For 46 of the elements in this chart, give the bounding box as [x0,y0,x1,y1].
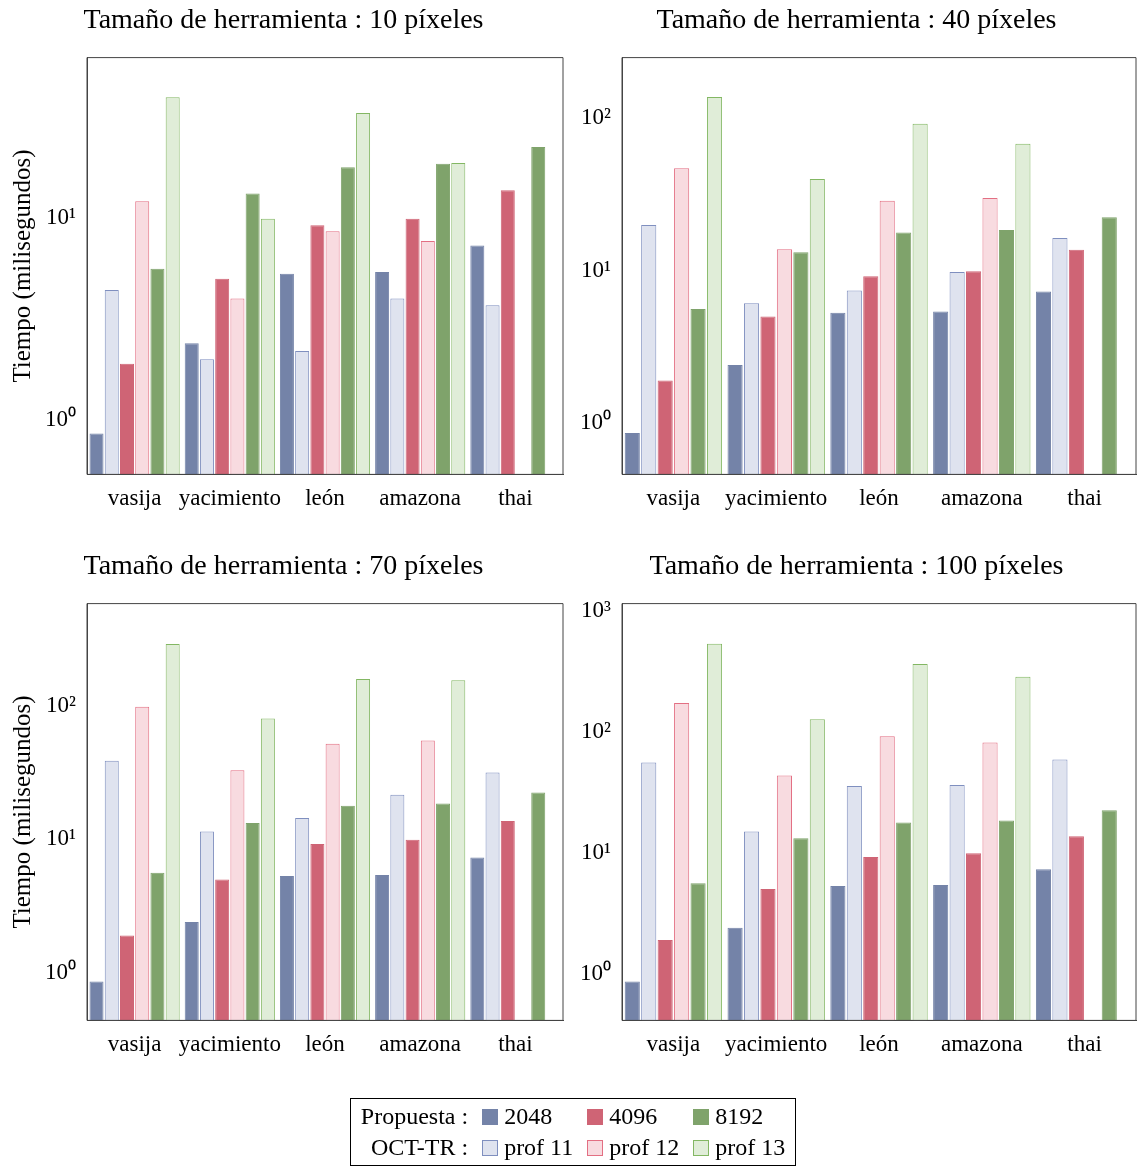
y-tick-label: 10¹ [581,838,612,864]
x-tick-label: amazona [379,485,462,511]
x-tick-label: vasija [107,1031,162,1057]
x-tick-label: león [305,485,346,511]
x-tick-label: león [859,1031,900,1057]
y-tick-label: 10⁰ [45,958,76,984]
x-tick-label: león [305,1031,346,1057]
y-tick-label: 10² [581,717,612,743]
chart-title: Tamaño de herramienta : 10 píxeles [83,3,484,35]
x-tick-label: amazona [940,485,1023,511]
x-tick-label: yacimiento [178,1031,281,1057]
y-tick-label: 10⁰ [580,959,611,985]
x-tick-label: vasija [107,485,162,511]
chart-title: Tamaño de herramienta : 40 píxeles [656,3,1057,35]
legend-label: prof 13 [715,1134,786,1161]
x-tick-label: vasija [646,485,701,511]
x-tick-label: thai [498,1031,533,1057]
x-tick-label: león [859,485,900,511]
y-axis-title: Tiempo (milisegundos) [7,695,36,929]
text: Propuesta : [360,1103,469,1130]
y-tick-label: 10¹ [581,256,612,282]
x-tick-label: vasija [646,1031,701,1057]
legend-label: prof 12 [609,1134,680,1161]
x-tick-label: thai [498,485,533,511]
x-tick-label: yacimiento [725,1031,828,1057]
y-tick-label: 10¹ [46,825,77,851]
y-axis-title: Tiempo (milisegundos) [7,149,36,383]
y-tick-label: 10³ [581,596,612,622]
x-tick-label: amazona [940,1031,1023,1057]
chart-title: Tamaño de herramienta : 100 píxeles [649,549,1064,581]
x-tick-label: yacimiento [178,485,281,511]
legend-label: 4096 [609,1103,658,1130]
x-tick-label: thai [1067,485,1102,511]
chart-title: Tamaño de herramienta : 70 píxeles [83,549,484,581]
y-tick-label: 10⁰ [45,406,76,432]
x-tick-label: yacimiento [725,485,828,511]
y-tick-label: 10¹ [46,203,77,229]
legend-label: prof 11 [504,1134,574,1161]
text: OCT-TR : [370,1134,469,1161]
y-tick-label: 10⁰ [580,409,611,435]
x-tick-label: thai [1067,1031,1102,1057]
y-tick-label: 10² [581,104,612,130]
x-tick-label: amazona [379,1031,462,1057]
legend-label: 2048 [504,1103,553,1130]
y-tick-label: 10² [46,691,77,717]
legend-label: 8192 [715,1103,764,1130]
